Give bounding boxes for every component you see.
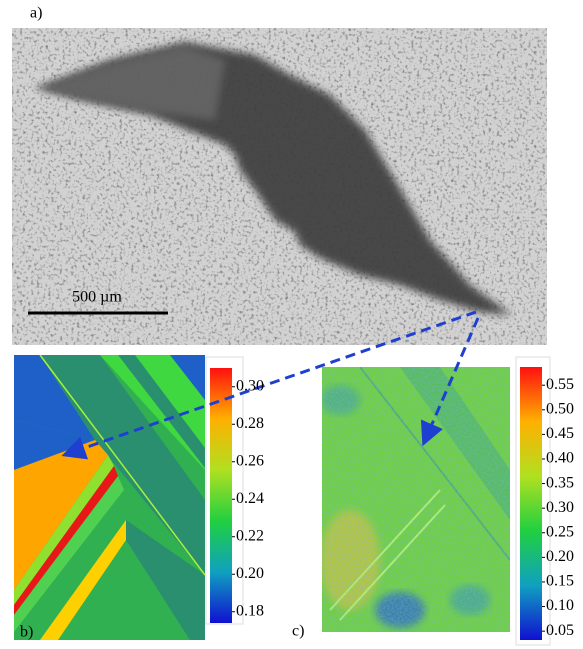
measured-map — [322, 367, 510, 632]
panel-c: c) — [292, 356, 551, 646]
colorbar-tick-label: 0.22 — [236, 527, 264, 544]
colorbar-tick-label: 0.35 — [546, 474, 574, 491]
arrow — [61, 310, 477, 460]
arrow — [420, 317, 480, 447]
panel-b: b) — [14, 355, 244, 641]
colorbar-tick-label: 0.45 — [546, 425, 574, 442]
scale-label: 500 µm — [72, 289, 122, 306]
colorbar-frame — [515, 356, 551, 646]
colorbar-tick-label: 0.40 — [546, 450, 574, 467]
colorbar-tick-label: 0.05 — [546, 622, 574, 639]
colorbar — [520, 367, 542, 640]
colorbar-tick-label: 0.10 — [546, 597, 574, 614]
colorbar-tick-label: 0.18 — [236, 602, 264, 619]
simulation-map — [14, 355, 205, 640]
colorbar-frame — [205, 356, 244, 625]
colorbar — [210, 368, 232, 623]
colorbar-tick-label: 0.15 — [546, 573, 574, 590]
colorbar-tick-label: 0.26 — [236, 452, 264, 469]
colorbar-tick-label: 0.20 — [236, 565, 264, 582]
colorbar-tick-label: 0.55 — [546, 376, 574, 393]
colorbar-tick-label: 0.25 — [546, 523, 574, 540]
panel-label: b) — [20, 624, 33, 641]
colorbar-tick-label: 0.24 — [236, 490, 264, 507]
colorbar-tick-label: 0.50 — [546, 400, 574, 417]
colorbar-tick-label: 0.30 — [236, 377, 264, 394]
colorbar-tick-label: 0.28 — [236, 415, 264, 432]
crystal-light — [40, 46, 225, 120]
colorbar-tick-label: 0.20 — [546, 548, 574, 565]
panel-a: 500 µm a) — [12, 5, 547, 345]
panel-label: c) — [292, 623, 304, 640]
panel-label: a) — [30, 5, 42, 22]
colorbar-tick-label: 0.30 — [546, 499, 574, 516]
